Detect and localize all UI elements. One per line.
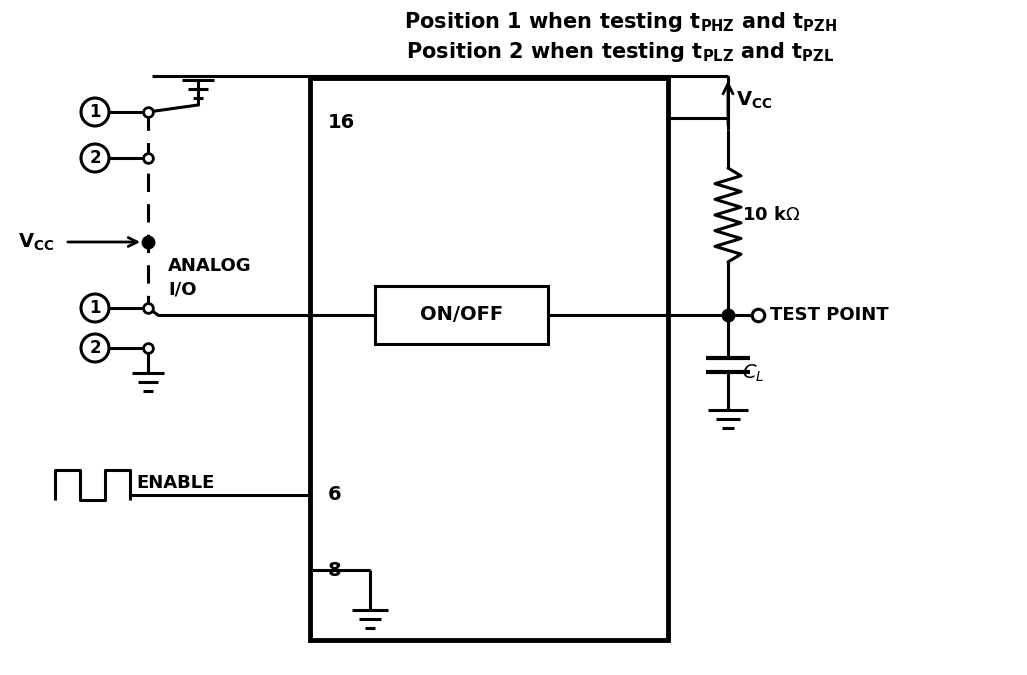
Text: 2: 2 [89, 339, 101, 357]
Text: TEST POINT: TEST POINT [770, 306, 888, 324]
Text: 1: 1 [89, 299, 101, 317]
Text: ANALOG
I/O: ANALOG I/O [168, 257, 252, 299]
Bar [375, 286, 548, 344]
Text: ON/OFF: ON/OFF [420, 306, 503, 325]
Text: $C_L$: $C_L$ [741, 362, 764, 383]
Text: 8: 8 [328, 560, 342, 580]
Text: $\mathbf{V_{CC}}$: $\mathbf{V_{CC}}$ [18, 232, 54, 252]
Text: ENABLE: ENABLE [136, 474, 215, 492]
Text: 6: 6 [328, 485, 342, 504]
Text: $\mathbf{V_{CC}}$: $\mathbf{V_{CC}}$ [736, 89, 772, 111]
Text: 16: 16 [328, 113, 355, 132]
Text: 1: 1 [89, 103, 101, 121]
Text: Position 2 when testing $\mathbf{t_{PLZ}}$ and $\mathbf{t_{PZL}}$: Position 2 when testing $\mathbf{t_{PLZ}… [406, 40, 834, 64]
Bar [310, 78, 668, 640]
Text: 2: 2 [89, 149, 101, 167]
Text: 10 k$\Omega$: 10 k$\Omega$ [741, 206, 800, 224]
Text: Position 1 when testing $\mathbf{t_{PHZ}}$ and $\mathbf{t_{PZH}}$: Position 1 when testing $\mathbf{t_{PHZ}… [404, 10, 836, 34]
